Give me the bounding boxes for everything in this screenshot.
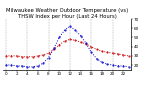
Title: Milwaukee Weather Outdoor Temperature (vs) THSW Index per Hour (Last 24 Hours): Milwaukee Weather Outdoor Temperature (v… [6, 8, 128, 19]
